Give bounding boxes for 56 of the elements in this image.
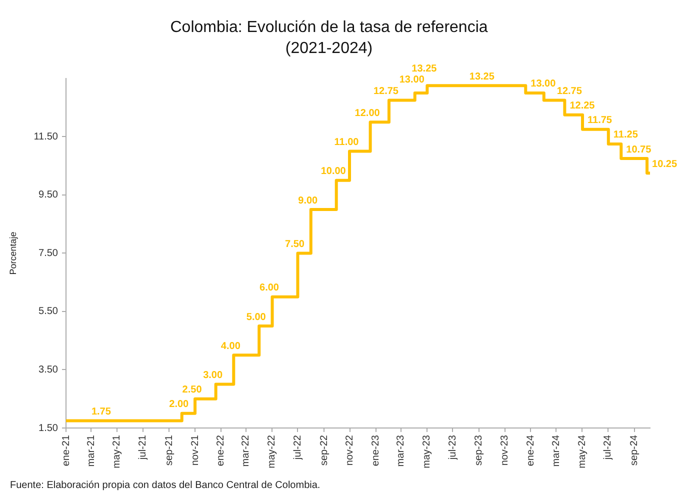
data-label: 3.00 (203, 370, 223, 382)
data-label: 11.25 (613, 130, 638, 141)
x-tick-label: sep-23 (474, 434, 485, 466)
x-tick-label: may-23 (422, 434, 433, 468)
data-label: 4.00 (220, 340, 241, 352)
x-tick-label: nov-21 (190, 434, 201, 466)
data-label: 13.25 (469, 71, 495, 82)
data-label: 10.75 (626, 144, 652, 156)
x-tick-label: sep-22 (318, 434, 330, 466)
data-label: 12.25 (570, 100, 596, 112)
x-tick-label: may-24 (576, 434, 588, 468)
data-label: 9.00 (298, 195, 318, 206)
data-label: 2.50 (182, 384, 202, 396)
x-tick-label: ene-24 (525, 434, 536, 466)
x-tick-label: jul-24 (602, 434, 614, 460)
data-label: 7.50 (285, 238, 305, 250)
x-tick-label: jul-23 (447, 434, 458, 460)
x-tick-label: may-22 (266, 434, 278, 468)
x-tick-label: nov-23 (500, 434, 511, 466)
data-label: 12.75 (373, 86, 399, 97)
x-tick-label: jul-22 (292, 434, 304, 460)
y-axis-title: Porcentaje (8, 232, 18, 275)
x-tick-label: jul-21 (138, 434, 149, 460)
x-tick-label: may-21 (112, 434, 123, 468)
x-tick-label: ene-23 (370, 434, 382, 466)
data-label: 13.25 (412, 63, 438, 74)
x-tick-label: mar-21 (86, 434, 97, 467)
data-label: 6.00 (260, 282, 280, 294)
x-tick-label: sep-21 (164, 434, 175, 466)
data-label: 11.75 (588, 115, 612, 126)
data-label: 10.25 (652, 158, 678, 170)
chart-subtitle: (2021-2024) (285, 40, 373, 58)
y-tick-label: 11.50 (34, 131, 58, 142)
data-label: 11.00 (334, 136, 360, 148)
y-tick-label: 3.50 (38, 364, 58, 376)
y-tick-label: 7.50 (38, 248, 58, 259)
data-label: 10.00 (320, 166, 346, 178)
y-tick-label: 1.50 (38, 422, 58, 434)
x-tick-label: sep-24 (629, 434, 640, 466)
data-label: 5.00 (246, 312, 266, 323)
data-label: 1.75 (91, 406, 112, 418)
x-tick-label: ene-21 (60, 434, 72, 466)
x-tick-label: mar-22 (240, 434, 252, 467)
y-tick-label: 5.50 (38, 306, 58, 318)
source-note: Fuente: Elaboración propia con datos del Banco Central de Colombia. (10, 480, 320, 491)
data-label: 13.00 (530, 78, 556, 90)
x-tick-label: ene-22 (216, 434, 227, 466)
data-label: 12.00 (354, 108, 380, 119)
data-label: 12.75 (556, 86, 582, 97)
data-label: 2.00 (169, 399, 190, 410)
x-tick-label: mar-24 (550, 434, 562, 467)
data-label: 13.00 (399, 74, 425, 86)
chart-title: Colombia: Evolución de la tasa de referencia (170, 19, 488, 36)
x-tick-label: mar-23 (396, 434, 407, 467)
y-tick-label: 9.50 (38, 190, 58, 201)
x-tick-label: nov-22 (344, 434, 356, 466)
